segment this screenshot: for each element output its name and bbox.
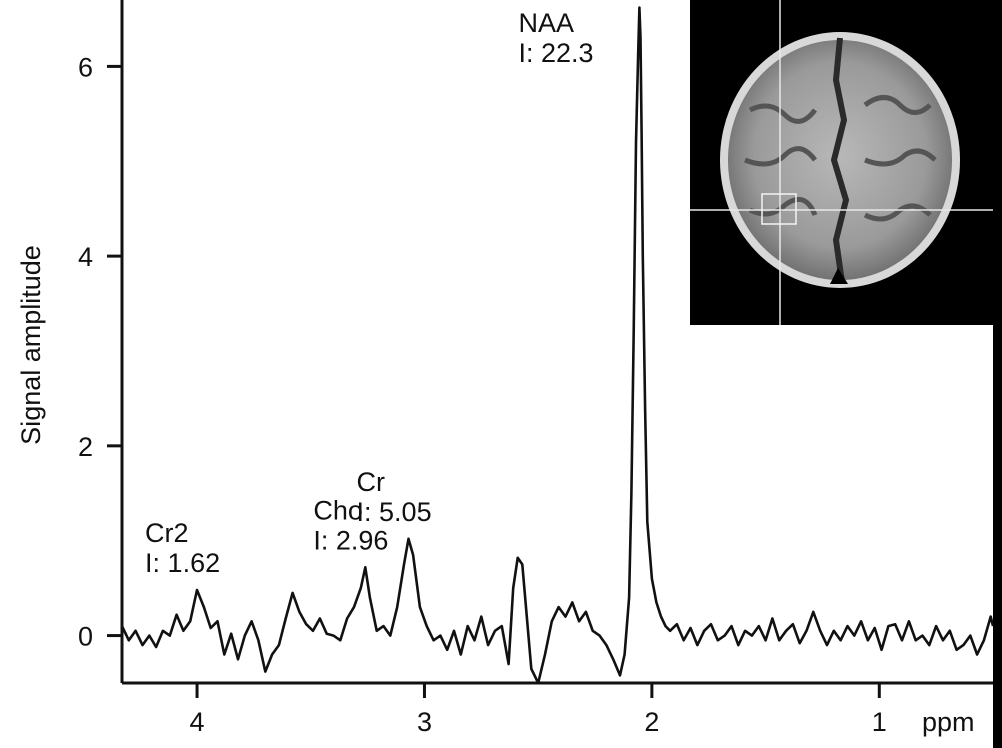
peak-label-cr: CrI: 5.05 — [357, 467, 432, 527]
x-tick-label: 4 — [190, 707, 205, 737]
x-tick-label: 2 — [644, 707, 659, 737]
y-tick-group: 0 2 4 6 — [78, 52, 122, 652]
peak-integral: I: 5.05 — [357, 497, 432, 527]
peak-name: Cr — [357, 467, 386, 497]
x-tick-label: 3 — [417, 707, 432, 737]
peak-integral: I: 1.62 — [145, 548, 220, 578]
brain-mri-icon — [690, 0, 993, 325]
y-tick-label: 4 — [78, 242, 93, 272]
spectrum-line — [120, 6, 995, 685]
y-tick-label: 6 — [78, 52, 93, 82]
right-edge-bar — [993, 0, 1002, 748]
y-tick-label: 2 — [78, 432, 93, 462]
peak-name: Cho — [313, 495, 363, 525]
peak-name: Cr2 — [145, 518, 189, 548]
series-group — [120, 6, 995, 685]
peak-integral: I: 22.3 — [519, 38, 594, 68]
x-axis-unit-label: ppm — [922, 707, 975, 737]
y-tick-label: 0 — [78, 622, 93, 652]
x-tick-group: 4 3 2 1 — [190, 683, 887, 737]
y-axis-title: Signal amplitude — [16, 245, 46, 445]
mri-inset-image — [690, 0, 993, 325]
peak-name: NAA — [519, 8, 575, 38]
peak-integral: I: 2.96 — [313, 525, 388, 555]
x-tick-label: 1 — [872, 707, 887, 737]
